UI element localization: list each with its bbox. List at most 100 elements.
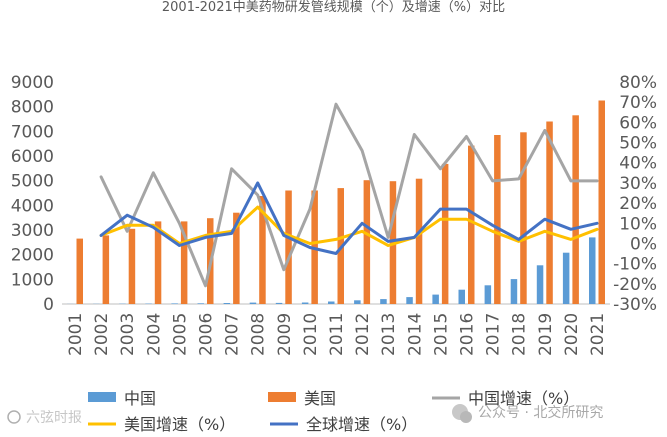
right-tick-label: 80% xyxy=(619,73,657,93)
x-tick-label: 2015 xyxy=(431,313,451,356)
bar-china xyxy=(536,265,544,304)
x-tick-label: 2013 xyxy=(379,313,399,356)
x-tick-label: 2014 xyxy=(405,313,425,356)
legend-usa-label: 美国 xyxy=(304,389,336,408)
x-axis-ticks: 2001 2002 2003 2004 2005 2006 2007 2008 2009 2010… xyxy=(66,313,608,356)
bar-usa xyxy=(494,135,501,304)
right-tick-label: -30% xyxy=(613,295,657,315)
bar-usa xyxy=(154,221,162,304)
bar-usa xyxy=(546,121,553,304)
bar-usa xyxy=(363,180,371,304)
legend-china-growth: 中国增速（%） xyxy=(432,389,579,408)
bar-china xyxy=(275,302,283,304)
bar-usa xyxy=(259,196,266,304)
left-tick-label: 6000 xyxy=(11,147,54,167)
x-tick-label: 2009 xyxy=(275,313,295,356)
line-china-growth xyxy=(99,102,599,288)
legend-global-growth-label: 全球增速（%） xyxy=(306,415,417,434)
watermark-right: 公众号 · 北交所研究 xyxy=(452,404,603,423)
bar-china xyxy=(510,279,518,304)
bar-china xyxy=(380,299,387,304)
bar-usa xyxy=(285,190,292,304)
bar-china xyxy=(458,289,465,304)
right-tick-label: 70% xyxy=(619,93,657,113)
left-axis-ticks: 0 1000 2000 3000 4000 5000 6000 7000 8000 9000 xyxy=(11,73,54,315)
bar-china xyxy=(301,302,309,304)
watermark-left: 六弦时报 xyxy=(7,410,82,426)
left-tick-label: 5000 xyxy=(11,172,54,192)
bar-usa xyxy=(102,235,110,304)
legend-china-swatch xyxy=(88,392,116,402)
bar-series xyxy=(67,100,605,304)
bar-china xyxy=(432,294,439,304)
x-tick-label: 2007 xyxy=(223,313,243,356)
bar-china xyxy=(171,303,178,304)
watermark-left-text: 六弦时报 xyxy=(26,410,82,426)
right-tick-label: -20% xyxy=(613,275,657,295)
line-global-growth xyxy=(99,181,599,255)
bar-usa xyxy=(441,163,449,304)
bar-china xyxy=(354,300,361,304)
watermark-logo-icon xyxy=(7,410,21,424)
bar-usa xyxy=(180,221,188,304)
bar-usa xyxy=(76,238,83,304)
line-usa-growth xyxy=(99,205,599,247)
left-tick-label: 9000 xyxy=(11,73,54,93)
left-tick-label: 0 xyxy=(43,295,54,315)
bar-usa xyxy=(415,178,423,304)
bar-china xyxy=(589,237,596,304)
line-series xyxy=(99,102,599,288)
left-tick-label: 2000 xyxy=(11,246,54,266)
wechat-icon-inner xyxy=(460,411,472,423)
x-tick-label: 2011 xyxy=(327,313,347,356)
bar-usa xyxy=(468,145,475,304)
right-tick-label: 60% xyxy=(619,113,657,133)
legend-usa: 美国 xyxy=(268,389,336,408)
legend-usa-swatch xyxy=(268,392,296,402)
bar-china xyxy=(484,285,492,304)
bar-usa xyxy=(233,212,240,304)
bar-china xyxy=(223,303,231,304)
legend-china-growth-label: 中国增速（%） xyxy=(468,389,579,408)
legend-china-label: 中国 xyxy=(124,389,156,408)
chart-title: 2001-2021中美药物研发管线规模（个）及增速（%）对比 xyxy=(161,0,506,15)
right-tick-label: 30% xyxy=(619,174,657,194)
bar-usa xyxy=(520,132,527,304)
x-tick-label: 2003 xyxy=(118,313,138,356)
right-tick-label: 20% xyxy=(619,194,657,214)
right-tick-label: 40% xyxy=(619,154,657,174)
x-tick-label: 2019 xyxy=(536,313,556,356)
bar-china xyxy=(197,303,204,304)
watermark-right-text: 公众号 · 北交所研究 xyxy=(478,404,603,421)
x-tick-label: 2018 xyxy=(510,313,530,356)
legend-usa-growth-label: 美国增速（%） xyxy=(124,415,235,434)
legend: 中国 美国 中国增速（%） 美国增速（%） 全球增速（%） xyxy=(88,389,579,434)
bar-china xyxy=(249,302,257,304)
left-tick-label: 1000 xyxy=(11,270,54,290)
bar-usa xyxy=(598,100,605,304)
x-tick-label: 2016 xyxy=(457,313,477,356)
right-tick-label: 0% xyxy=(630,234,657,254)
x-tick-label: 2006 xyxy=(197,313,217,356)
x-tick-label: 2010 xyxy=(301,313,321,356)
x-tick-label: 2021 xyxy=(588,313,608,356)
x-tick-label: 2012 xyxy=(353,313,373,356)
bar-china xyxy=(328,301,335,304)
bar-usa xyxy=(572,115,579,304)
right-tick-label: -10% xyxy=(613,255,657,275)
x-tick-label: 2020 xyxy=(562,313,582,356)
x-tick-label: 2017 xyxy=(484,313,504,356)
x-tick-label: 2008 xyxy=(249,313,269,356)
x-tick-label: 2002 xyxy=(92,313,112,356)
bar-china xyxy=(562,252,570,304)
legend-usa-growth: 美国增速（%） xyxy=(88,415,235,434)
x-tick-label: 2001 xyxy=(66,313,86,356)
right-tick-label: 50% xyxy=(619,134,657,154)
x-tick-label: 2005 xyxy=(170,313,190,356)
x-tick-label: 2004 xyxy=(144,313,164,356)
left-tick-label: 4000 xyxy=(11,196,54,216)
left-tick-label: 8000 xyxy=(11,98,54,118)
left-tick-label: 3000 xyxy=(11,221,54,241)
right-axis-ticks: -30%-20%-10%0%10%20%30%40%50%60%70%80% xyxy=(613,73,657,315)
